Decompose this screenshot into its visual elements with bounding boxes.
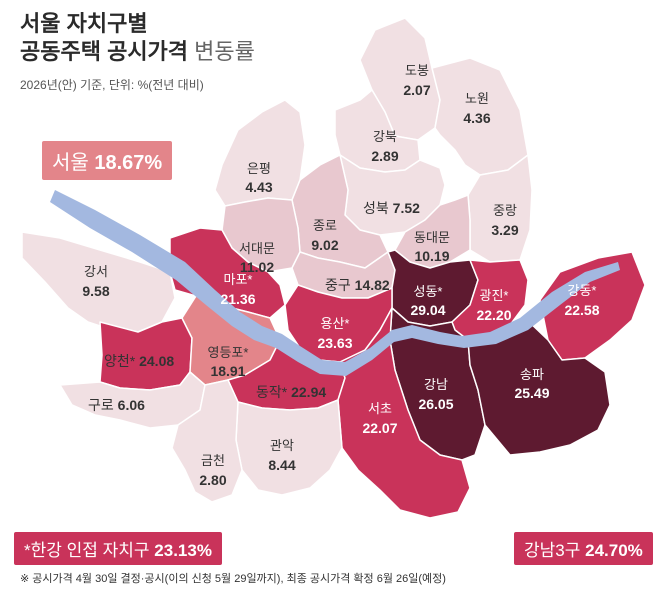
label-junggu: 중구 14.82 (325, 277, 390, 293)
label-gwangjin: 광진* 22.20 (476, 288, 511, 323)
district-value-eunpyeong: 4.43 (245, 179, 272, 195)
district-value-guro: 6.06 (118, 397, 145, 413)
district-name-yeongdeungpo: 영등포* (208, 345, 249, 360)
district-name-gangseo: 강서 (84, 264, 108, 279)
label-nowon: 노원 4.36 (463, 91, 490, 126)
seoul-total-badge: 서울 18.67% (42, 141, 173, 180)
label-jungnang: 중랑 3.29 (491, 203, 518, 238)
district-value-gangdong: 22.58 (564, 302, 599, 318)
district-value-jongno: 9.02 (311, 237, 338, 253)
map-subtitle: 2026년(안) 기준, 단위: %(전년 대비) (20, 78, 204, 92)
district-value-seongbuk: 7.52 (393, 200, 420, 216)
district-value-seodaemun: 11.02 (240, 259, 274, 275)
district-name-seongbuk: 성북 (363, 200, 389, 216)
title-line-1: 서울 자치구별 (20, 11, 148, 36)
district-name-gwanak: 관악 (270, 438, 294, 453)
district-value-gwanak: 8.44 (268, 457, 295, 473)
district-name-mapo: 마포* (224, 272, 253, 287)
district-value-mapo: 21.36 (220, 291, 255, 307)
title-line-2: 공동주택 공시가격 (20, 39, 189, 64)
seoul-total-value: 18.67% (94, 152, 163, 174)
district-shape-geumcheon (171, 379, 243, 503)
han-river-badge: *한강 인접 자치구 23.13% (14, 532, 222, 565)
label-yangcheon: 양천* 24.08 (104, 353, 174, 369)
label-mapo: 마포* 21.36 (220, 272, 255, 307)
label-geumcheon: 금천 2.80 (199, 453, 226, 488)
district-value-geumcheon: 2.80 (199, 472, 226, 488)
gangnam3-badge: 강남3구 24.70% (514, 532, 653, 565)
district-inline-seongbuk: 성북 7.52 (363, 200, 420, 216)
district-value-gwangjin: 22.20 (476, 307, 511, 323)
district-name-gwangjin: 광진* (480, 288, 509, 303)
district-name-seodaemun: 서대문 (239, 241, 275, 256)
han-river-value: 23.13% (154, 541, 212, 560)
district-value-dongdaemun: 10.19 (414, 248, 449, 264)
district-value-junggu: 14.82 (355, 277, 390, 293)
district-name-dongdaemun: 동대문 (414, 230, 450, 245)
label-seocho: 서초 22.07 (362, 401, 397, 436)
district-name-guro: 구로 (88, 397, 114, 413)
district-value-gangbuk: 2.89 (371, 148, 398, 164)
label-gangnam: 강남 26.05 (418, 377, 453, 412)
district-labels: 도봉 2.07 노원 4.36 강북 2.89 은평 4.43 성북 7.52 … (82, 63, 599, 488)
label-seongdong: 성동* 29.04 (410, 284, 445, 318)
district-value-songpa: 25.49 (514, 385, 549, 401)
district-name-eunpyeong: 은평 (247, 161, 271, 176)
title-line-2-light: 변동률 (194, 39, 255, 64)
district-name-jungnang: 중랑 (493, 203, 517, 218)
district-name-geumcheon: 금천 (201, 453, 225, 468)
label-gangseo: 강서 9.58 (82, 264, 109, 299)
district-name-junggu: 중구 (325, 277, 351, 293)
label-gwanak: 관악 8.44 (268, 438, 295, 473)
label-seodaemun: 서대문 11.02 (239, 241, 275, 275)
district-name-yangcheon: 양천* (104, 353, 136, 369)
district-value-gangnam: 26.05 (418, 396, 453, 412)
district-inline-dongjak: 동작* 22.94 (256, 384, 326, 400)
district-shape-dobong (359, 17, 441, 141)
district-value-dongjak: 22.94 (291, 384, 326, 400)
label-dongdaemun: 동대문 10.19 (414, 230, 450, 264)
district-value-gangseo: 9.58 (82, 283, 109, 299)
label-seongbuk: 성북 7.52 (363, 200, 420, 216)
district-value-nowon: 4.36 (463, 110, 490, 126)
district-value-yeongdeungpo: 18.91 (210, 363, 245, 379)
seoul-total-label: 서울 (52, 152, 89, 174)
gangnam3-label: 강남3구 (524, 541, 581, 560)
district-name-jongno: 종로 (313, 218, 337, 233)
district-name-gangbuk: 강북 (373, 129, 397, 144)
label-eunpyeong: 은평 4.43 (245, 161, 272, 195)
district-value-dobong: 2.07 (403, 82, 430, 98)
district-value-yangcheon: 24.08 (139, 353, 174, 369)
district-name-songpa: 송파 (520, 367, 544, 382)
label-yongsan: 용산* 23.63 (317, 316, 352, 351)
district-inline-guro: 구로 6.06 (88, 397, 145, 413)
gangnam3-value: 24.70% (585, 541, 643, 560)
district-name-gangdong: 강동* (568, 283, 597, 298)
label-yeongdeungpo: 영등포* 18.91 (208, 345, 249, 379)
district-name-nowon: 노원 (465, 91, 489, 106)
footnote: ※ 공시가격 4월 30일 결정·공시(이의 신청 5월 29일까지), 최종 … (20, 573, 446, 585)
label-dobong: 도봉 2.07 (403, 63, 430, 98)
district-name-seongdong: 성동* (414, 284, 443, 299)
district-name-seocho: 서초 (368, 401, 392, 416)
label-dongjak: 동작* 22.94 (256, 384, 326, 400)
district-name-yongsan: 용산* (321, 316, 350, 331)
label-songpa: 송파 25.49 (514, 367, 549, 401)
district-value-yongsan: 23.63 (317, 335, 352, 351)
district-name-dongjak: 동작* (256, 384, 288, 400)
district-value-seongdong: 29.04 (410, 302, 445, 318)
district-inline-yangcheon: 양천* 24.08 (104, 353, 174, 369)
label-gangdong: 강동* 22.58 (564, 283, 599, 318)
district-value-jungnang: 3.29 (491, 222, 518, 238)
district-inline-junggu: 중구 14.82 (325, 277, 390, 293)
han-river-label: *한강 인접 자치구 (24, 541, 150, 560)
label-gangbuk: 강북 2.89 (371, 129, 398, 164)
district-name-dobong: 도봉 (405, 63, 429, 78)
district-value-seocho: 22.07 (362, 420, 397, 436)
label-jongno: 종로 9.02 (311, 218, 338, 253)
label-guro: 구로 6.06 (88, 397, 145, 413)
district-name-gangnam: 강남 (424, 377, 448, 392)
map-title: 서울 자치구별 공동주택 공시가격 변동률 (20, 10, 255, 66)
